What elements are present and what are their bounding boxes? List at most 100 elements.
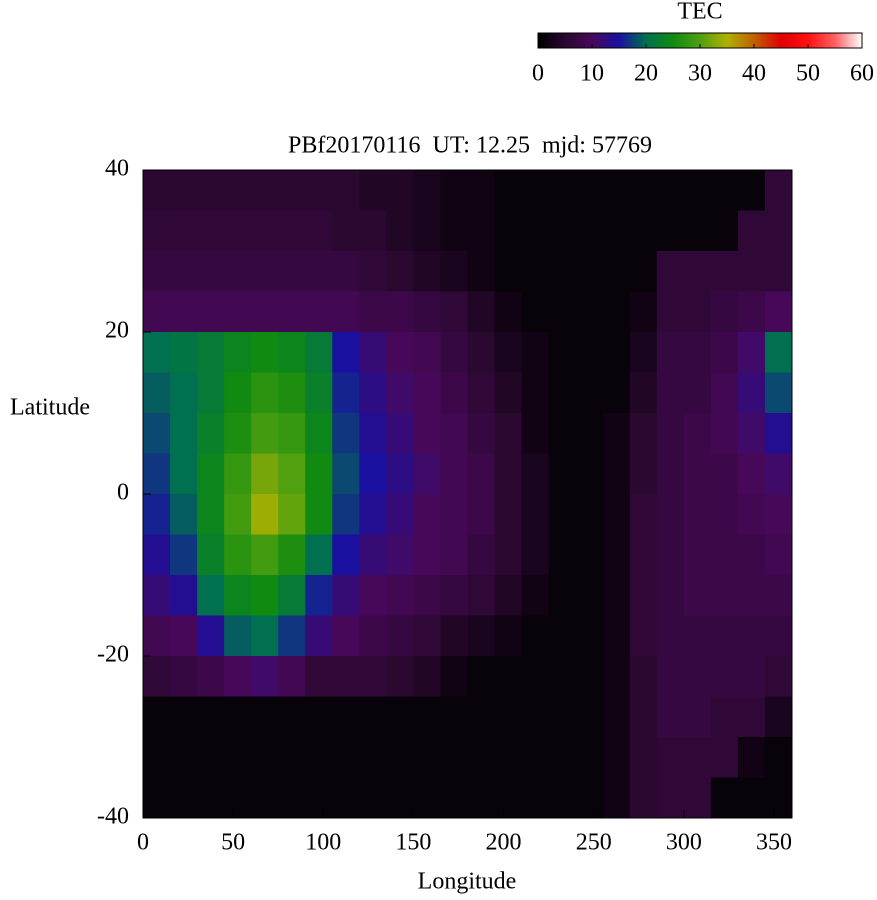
heat-cell [224, 696, 252, 738]
heat-cell [332, 372, 360, 414]
heat-cell [629, 332, 658, 373]
heat-cell [332, 332, 360, 373]
heat-cell [332, 656, 360, 697]
heat-cell [332, 453, 360, 495]
heat-cell [656, 413, 685, 454]
heat-cell [575, 494, 604, 535]
heat-cell [764, 291, 793, 333]
heat-cell [575, 615, 604, 657]
heat-cell [440, 251, 468, 292]
heat-cell [251, 656, 279, 697]
heat-cell [656, 291, 685, 333]
heat-cell [467, 291, 496, 333]
heat-cell [764, 372, 793, 414]
heat-cell [548, 453, 577, 495]
heat-cell [764, 332, 793, 373]
heat-cell [629, 413, 658, 454]
x-tick-label: 0 [137, 830, 149, 856]
heat-cell [305, 332, 333, 373]
heat-cell [683, 332, 712, 373]
heat-cell [710, 453, 739, 495]
heat-cell [251, 777, 279, 819]
heat-cell [575, 696, 604, 738]
colorbar-tick-label: 50 [796, 61, 820, 87]
y-tick-label: -20 [97, 642, 129, 668]
y-axis-label: Latitude [10, 395, 90, 421]
heat-cell [143, 696, 171, 738]
heat-cell [170, 534, 198, 576]
heat-cell [332, 575, 360, 616]
heat-cell [170, 656, 198, 697]
heat-cell [467, 494, 496, 535]
heat-cell [656, 615, 685, 657]
heat-cell [629, 494, 658, 535]
heat-cell [224, 777, 252, 819]
heat-cell [305, 696, 333, 738]
heat-cell [197, 413, 225, 454]
heat-cell [629, 615, 658, 657]
heat-cell [440, 210, 468, 252]
heat-cell [413, 170, 441, 211]
heat-cell [386, 291, 414, 333]
heat-cell [386, 372, 414, 414]
colorbar-tick-label: 60 [850, 61, 874, 87]
heat-cell [656, 210, 685, 252]
heat-cell [278, 332, 306, 373]
heat-cell [413, 575, 441, 616]
heat-cell [602, 372, 631, 414]
heat-cell [737, 291, 766, 333]
heat-cell [332, 210, 360, 252]
heat-cell [440, 494, 468, 535]
colorbar-title: TEC [677, 0, 722, 25]
x-tick-label: 350 [756, 830, 792, 856]
heat-cell [683, 656, 712, 697]
heat-cell [710, 332, 739, 373]
heat-cell [305, 372, 333, 414]
heat-cell [224, 656, 252, 697]
heat-cell [170, 210, 198, 252]
heat-cell [548, 615, 577, 657]
heat-cell [629, 534, 658, 576]
heat-cell [548, 170, 577, 211]
heat-cell [413, 696, 441, 738]
heat-cell [224, 534, 252, 576]
heat-cell [575, 291, 604, 333]
heat-cell [359, 777, 387, 819]
heat-cell [629, 656, 658, 697]
heat-cell [170, 332, 198, 373]
colorbar-tick-label: 40 [742, 61, 766, 87]
heat-cell [494, 210, 523, 252]
heat-cell [197, 696, 225, 738]
y-tick-label: 20 [105, 318, 129, 344]
heat-cell [305, 777, 333, 819]
heat-cell [737, 656, 766, 697]
heat-cell [359, 291, 387, 333]
heat-cell [467, 615, 496, 657]
heat-cell [143, 777, 171, 819]
heat-cell [494, 453, 523, 495]
heat-cell [548, 210, 577, 252]
heat-cell [305, 575, 333, 616]
heat-cell [521, 615, 550, 657]
heat-cell [521, 534, 550, 576]
heat-cell [359, 210, 387, 252]
heat-cell [521, 656, 550, 697]
heat-cell [332, 696, 360, 738]
heat-cell [440, 696, 468, 738]
heat-cell [467, 210, 496, 252]
heat-cell [521, 210, 550, 252]
heat-cell [278, 696, 306, 738]
heat-cell [764, 534, 793, 576]
heat-cell [197, 737, 225, 778]
x-tick-label: 250 [576, 830, 612, 856]
heat-cell [278, 170, 306, 211]
heat-cell [440, 372, 468, 414]
heat-cell [224, 291, 252, 333]
heat-cell [305, 251, 333, 292]
heat-cell [143, 494, 171, 535]
heat-cell [197, 615, 225, 657]
heat-cell [629, 737, 658, 778]
heat-cell [224, 210, 252, 252]
heat-cell [629, 291, 658, 333]
y-tick-label: 0 [117, 480, 129, 506]
